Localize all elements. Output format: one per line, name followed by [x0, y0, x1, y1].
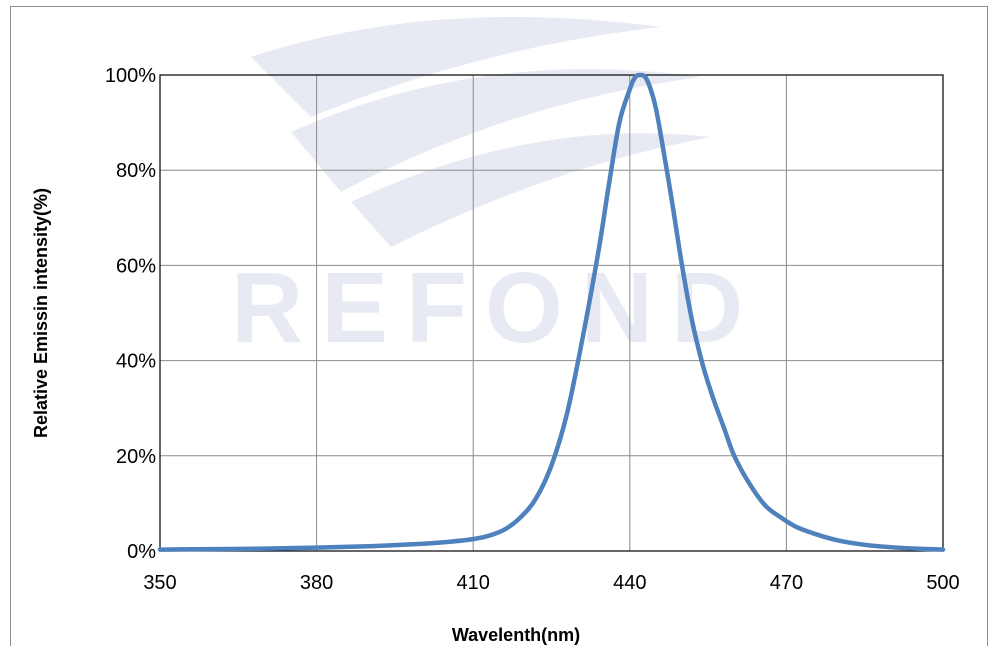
- x-axis-title: Wavelenth(nm): [452, 625, 580, 645]
- y-tick-label: 80%: [116, 160, 156, 182]
- x-tick-label: 410: [457, 572, 490, 594]
- plot-area-border: [159, 74, 944, 552]
- y-tick-label: 100%: [105, 65, 156, 87]
- x-tick-label: 500: [926, 572, 959, 594]
- y-tick-label: 20%: [116, 446, 156, 468]
- y-axis-title: Relative Emissin intensity(%): [31, 188, 51, 438]
- x-axis-tick-labels: 350 380 410 440 470 500: [143, 572, 959, 594]
- y-tick-label: 60%: [116, 255, 156, 277]
- y-axis-tick-labels: 0% 20% 40% 60% 80% 100%: [105, 65, 156, 563]
- x-tick-label: 440: [613, 572, 646, 594]
- refond-watermark-logo: REFOND: [231, 17, 743, 364]
- x-tick-label: 350: [143, 572, 176, 594]
- series-layer: [157, 72, 946, 552]
- x-tick-label: 380: [300, 572, 333, 594]
- emission-spectrum-chart: REFOND 350 380 410 440 470 500 0% 20% 40% 60% 80%…: [31, 17, 960, 645]
- emission-spectrum-line: [157, 72, 946, 552]
- x-tick-label: 470: [770, 572, 803, 594]
- chart-frame: REFOND 350 380 410 440 470 500 0% 20% 40% 60% 80%…: [10, 6, 988, 646]
- y-tick-label: 0%: [127, 541, 156, 563]
- y-tick-label: 40%: [116, 351, 156, 373]
